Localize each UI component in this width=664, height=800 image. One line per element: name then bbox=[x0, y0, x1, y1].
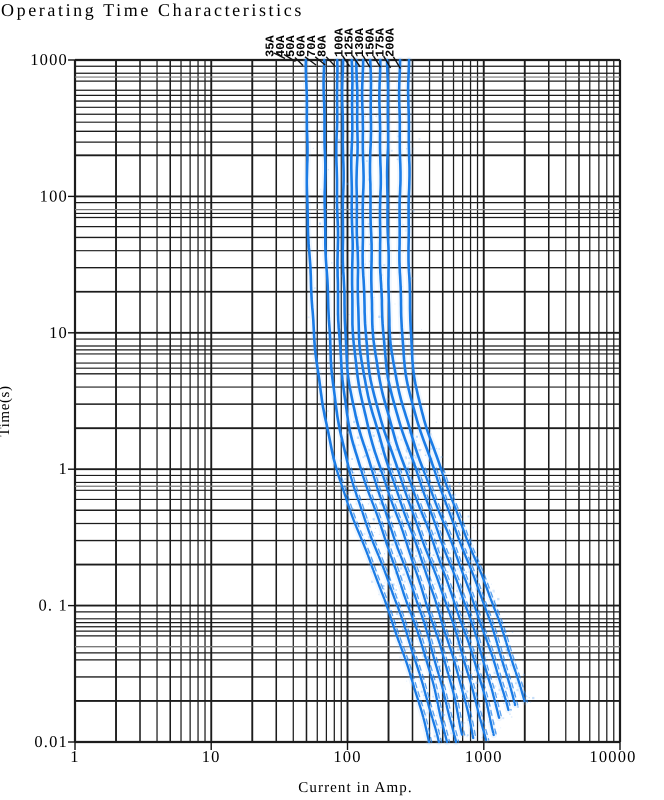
svg-text:1000: 1000 bbox=[30, 50, 68, 69]
svg-text:150A: 150A bbox=[363, 27, 377, 57]
svg-text:0.01: 0.01 bbox=[34, 732, 68, 751]
svg-text:200A: 200A bbox=[384, 27, 398, 57]
svg-text:100: 100 bbox=[333, 747, 361, 766]
svg-text:1: 1 bbox=[59, 459, 68, 478]
svg-text:10: 10 bbox=[49, 323, 68, 342]
svg-text:125A: 125A bbox=[343, 27, 357, 57]
svg-text:70A: 70A bbox=[305, 35, 319, 57]
svg-text:Operating Time Characteristics: Operating Time Characteristics bbox=[1, 0, 304, 20]
svg-text:100: 100 bbox=[40, 186, 68, 205]
svg-text:35A: 35A bbox=[264, 35, 278, 57]
svg-text:Time(s): Time(s) bbox=[0, 385, 13, 436]
svg-text:40A: 40A bbox=[274, 35, 288, 57]
svg-text:50A: 50A bbox=[284, 35, 298, 57]
svg-text:130A: 130A bbox=[353, 27, 367, 57]
svg-text:100A: 100A bbox=[333, 27, 347, 57]
svg-text:10: 10 bbox=[202, 747, 221, 766]
svg-text:60A: 60A bbox=[295, 35, 309, 57]
svg-text:0. 1: 0. 1 bbox=[38, 596, 68, 615]
svg-text:175A: 175A bbox=[374, 27, 388, 57]
svg-text:Current in Amp.: Current in Amp. bbox=[298, 780, 412, 796]
svg-text:1: 1 bbox=[70, 747, 79, 766]
svg-text:1000: 1000 bbox=[465, 747, 503, 766]
svg-text:10000: 10000 bbox=[589, 747, 636, 766]
svg-text:80A: 80A bbox=[316, 35, 330, 57]
